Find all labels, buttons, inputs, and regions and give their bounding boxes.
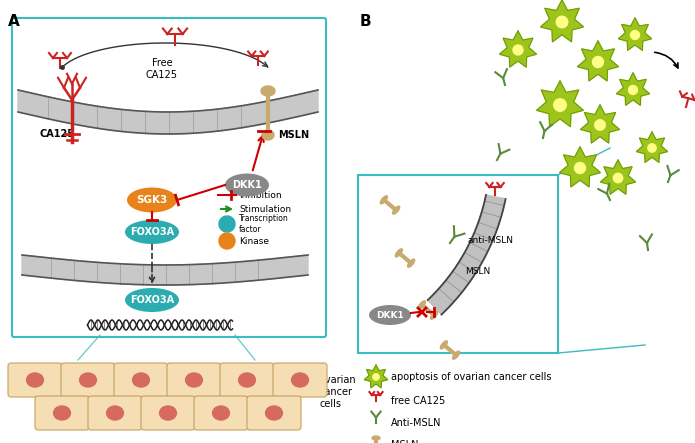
Text: apoptosis of ovarian cancer cells: apoptosis of ovarian cancer cells [391,372,552,382]
FancyBboxPatch shape [141,396,195,430]
Ellipse shape [185,372,203,388]
Text: MSLN: MSLN [391,440,418,443]
Text: free CA125: free CA125 [391,396,445,406]
Ellipse shape [212,405,230,421]
Polygon shape [616,73,650,105]
Ellipse shape [125,288,179,312]
FancyBboxPatch shape [358,175,558,353]
FancyBboxPatch shape [247,396,301,430]
Polygon shape [648,144,656,152]
FancyBboxPatch shape [35,396,89,430]
FancyBboxPatch shape [167,363,221,397]
Text: anti-MSLN: anti-MSLN [468,236,514,245]
Polygon shape [395,249,402,257]
Text: SGK3: SGK3 [136,195,167,205]
FancyBboxPatch shape [12,18,326,337]
Ellipse shape [238,372,256,388]
Polygon shape [22,255,308,285]
Ellipse shape [106,405,124,421]
Polygon shape [372,436,380,440]
Polygon shape [373,374,379,380]
Polygon shape [513,45,523,55]
Polygon shape [578,41,619,81]
Polygon shape [219,216,235,232]
Ellipse shape [369,305,411,325]
Polygon shape [637,132,668,163]
Polygon shape [418,301,425,309]
Ellipse shape [291,372,309,388]
Polygon shape [559,147,600,187]
Polygon shape [630,31,639,39]
FancyBboxPatch shape [273,363,327,397]
Polygon shape [393,206,400,214]
Polygon shape [431,311,438,319]
Text: DKK1: DKK1 [376,311,404,319]
Ellipse shape [225,174,269,197]
Polygon shape [380,196,387,204]
Text: Stimulation: Stimulation [239,205,291,214]
Ellipse shape [79,372,97,388]
Ellipse shape [53,405,71,421]
Polygon shape [364,365,388,388]
Ellipse shape [26,372,44,388]
Polygon shape [613,173,623,183]
Polygon shape [18,90,318,134]
Polygon shape [427,195,505,315]
Text: ovarian
cancer
cells: ovarian cancer cells [320,375,357,408]
FancyBboxPatch shape [88,396,142,430]
Polygon shape [219,233,235,249]
Polygon shape [575,163,585,174]
Polygon shape [261,86,275,96]
Text: MSLN: MSLN [465,268,490,276]
FancyBboxPatch shape [194,396,248,430]
Text: Anti-MSLN: Anti-MSLN [391,418,441,428]
Ellipse shape [265,405,283,421]
Text: FOXO3A: FOXO3A [130,227,174,237]
FancyBboxPatch shape [220,363,274,397]
Polygon shape [595,120,605,130]
Polygon shape [556,16,568,28]
Text: B: B [360,14,372,29]
Polygon shape [452,351,459,359]
Ellipse shape [159,405,177,421]
Ellipse shape [132,372,150,388]
Text: FOXO3A: FOXO3A [130,295,174,305]
Polygon shape [500,31,537,67]
Text: Transcription
factor: Transcription factor [239,214,288,234]
Polygon shape [541,0,583,42]
Ellipse shape [125,220,179,244]
Text: Free
CA125: Free CA125 [146,58,178,80]
Text: CA125: CA125 [40,129,75,139]
Polygon shape [554,99,566,111]
Ellipse shape [127,187,177,213]
Polygon shape [628,85,637,94]
Polygon shape [580,105,619,143]
Text: Inhibition: Inhibition [239,190,281,199]
Polygon shape [262,130,274,140]
Polygon shape [593,57,603,67]
Polygon shape [619,18,652,51]
FancyBboxPatch shape [114,363,168,397]
Text: MSLN: MSLN [278,130,309,140]
Polygon shape [600,160,635,194]
Text: DKK1: DKK1 [232,180,262,190]
FancyBboxPatch shape [61,363,115,397]
Polygon shape [407,259,415,267]
Polygon shape [441,341,448,349]
Text: Kinase: Kinase [239,237,269,245]
FancyBboxPatch shape [8,363,62,397]
Polygon shape [537,81,583,127]
Text: A: A [8,14,19,29]
